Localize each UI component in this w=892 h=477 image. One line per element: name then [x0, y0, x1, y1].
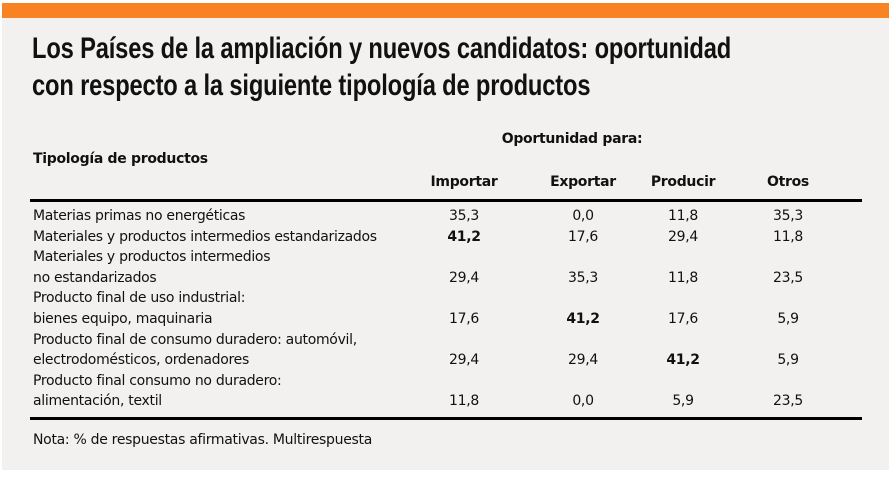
page-title: Los Países de la ampliación y nuevos can…: [32, 30, 854, 104]
row-label-line: bienes equipo, maquinaria: [33, 310, 213, 327]
column-header-producir: Producir: [650, 174, 716, 190]
row-label: Materiales y productos intermedios estan…: [33, 227, 377, 248]
cell-value: 11,8: [668, 208, 698, 224]
cell-value: 11,8: [773, 228, 803, 245]
row-label-line: alimentación, textil: [33, 393, 162, 410]
table-row: Producto final de consumo duradero: auto…: [0, 330, 892, 371]
table-panel: [2, 18, 889, 470]
cell-value: 35,3: [568, 269, 598, 286]
footnote: Nota: % de respuestas afirmativas. Multi…: [33, 432, 372, 448]
table-row: Materiales y productos intermedios estan…: [0, 227, 892, 248]
row-label-line: Materiales y productos intermedios estan…: [33, 228, 377, 245]
column-header-exportar: Exportar: [550, 174, 616, 190]
table-row: Producto final de uso industrial: bienes …: [0, 288, 892, 329]
row-label: Materiales y productos intermedios no est…: [33, 247, 270, 288]
cell-value: 41,2: [447, 228, 481, 245]
group-header: Oportunidad para:: [501, 131, 643, 147]
cell-value: 41,2: [566, 310, 600, 327]
row-label: Producto final consumo no duradero: alime…: [33, 371, 282, 412]
row-label: Materias primas no energéticas: [33, 206, 245, 227]
cell-value: 5,9: [672, 393, 694, 410]
cell-value: 35,3: [773, 208, 803, 224]
cell-value: 35,3: [449, 208, 479, 224]
cell-value: 17,6: [449, 310, 479, 327]
cell-value: 0,0: [572, 393, 594, 410]
cell-value: 41,2: [666, 352, 700, 369]
table-row: Materias primas no energéticas 35,3 0,0 11,…: [0, 206, 892, 227]
cell-value: 11,8: [449, 393, 479, 410]
cell-value: 11,8: [668, 269, 698, 286]
cell-value: 29,4: [568, 352, 598, 369]
cell-value: 29,4: [668, 228, 698, 245]
bottom-rule: [30, 417, 862, 420]
row-label-line: Materiales y productos intermedios: [33, 249, 271, 266]
row-label-line: no estandarizados: [33, 269, 157, 286]
row-label-line: Producto final consumo no duradero:: [33, 372, 282, 389]
cell-value: 17,6: [568, 228, 598, 245]
title-line: Los Países de la ampliación y nuevos can…: [32, 32, 732, 65]
row-header: Tipología de productos: [33, 151, 208, 167]
row-label: Producto final de uso industrial: bienes …: [33, 288, 245, 329]
row-label-line: Producto final de consumo duradero: auto…: [33, 331, 357, 348]
cell-value: 23,5: [773, 269, 803, 286]
row-label-line: electrodomésticos, ordenadores: [33, 352, 249, 369]
cell-value: 29,4: [449, 269, 479, 286]
table-row: Producto final consumo no duradero: alime…: [0, 371, 892, 412]
accent-bar: [2, 3, 889, 18]
cell-value: 5,9: [777, 310, 799, 327]
cell-value: 0,0: [572, 208, 594, 224]
column-header-importar: Importar: [430, 174, 498, 190]
title-line: con respecto a la siguiente tipología de…: [32, 69, 591, 102]
cell-value: 23,5: [773, 393, 803, 410]
header-rule: [30, 199, 862, 202]
cell-value: 17,6: [668, 310, 698, 327]
cell-value: 29,4: [449, 352, 479, 369]
row-label: Producto final de consumo duradero: auto…: [33, 330, 357, 371]
cell-value: 5,9: [777, 352, 799, 369]
column-header-otros: Otros: [767, 174, 809, 190]
row-label-line: Producto final de uso industrial:: [33, 290, 246, 307]
table-row: Materiales y productos intermedios no est…: [0, 247, 892, 288]
row-label-line: Materias primas no energéticas: [33, 208, 246, 224]
